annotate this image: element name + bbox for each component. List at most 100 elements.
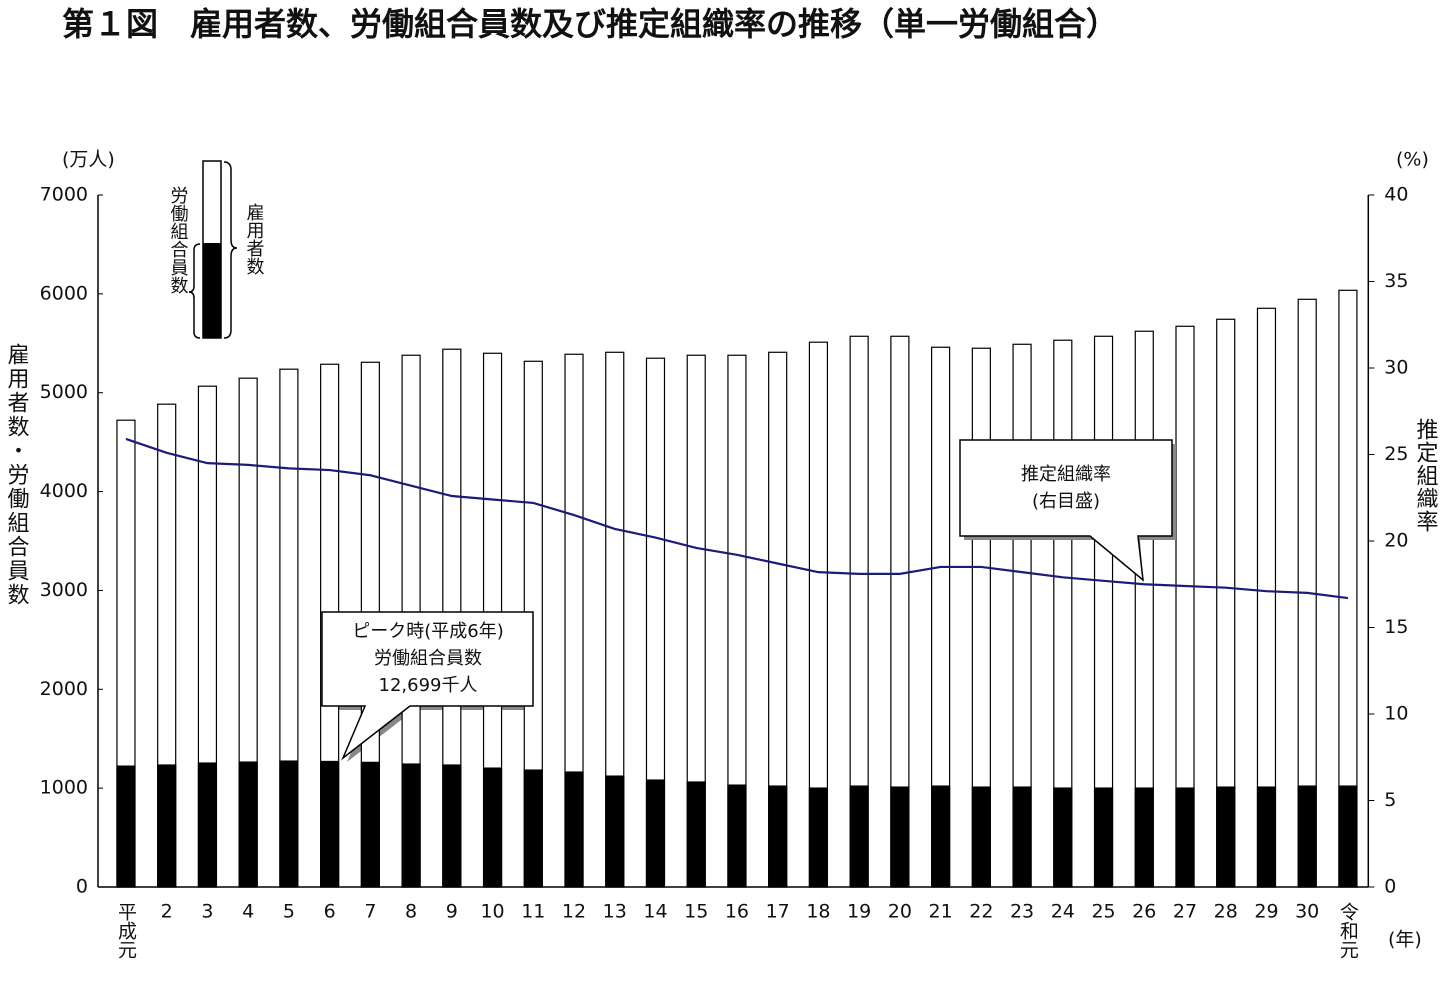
y-tick-label: 4000 — [40, 480, 88, 502]
x-unit: (年) — [1388, 929, 1422, 951]
bar — [360, 761, 380, 888]
x-tick-label: 27 — [1173, 901, 1197, 923]
bar — [1256, 786, 1277, 888]
y-axis-label: 雇用者数・労働組合員数 — [4, 343, 30, 607]
x-tick-label: 7 — [364, 901, 376, 923]
bar — [1297, 785, 1317, 888]
bar — [605, 775, 625, 888]
y2-tick-label: 20 — [1384, 530, 1408, 552]
y-unit: (万人) — [62, 149, 115, 171]
x-tick-label: 3 — [201, 901, 213, 923]
callout — [321, 611, 534, 761]
y-tick-label: 0 — [76, 876, 88, 898]
legend-label: 雇用者数 — [244, 203, 265, 275]
bar — [197, 762, 218, 888]
y2-tick-label: 40 — [1384, 184, 1408, 206]
x-tick-label: 令和元 — [1337, 902, 1359, 959]
bar — [1175, 787, 1195, 888]
bar — [727, 784, 747, 888]
y2-tick-label: 10 — [1384, 703, 1408, 725]
x-tick-label: 17 — [766, 901, 790, 923]
bar — [564, 771, 584, 888]
x-tick-label: 12 — [562, 901, 586, 923]
bar — [320, 760, 340, 888]
x-tick-label: 11 — [521, 901, 545, 923]
x-tick-label: 21 — [929, 901, 953, 923]
y-tick-label: 6000 — [40, 282, 88, 304]
legend-label: 労働組合員数 — [168, 186, 189, 294]
callout-text: 労働組合員数 — [374, 648, 482, 669]
chart-title: 第１図 雇用者数、労働組合員数及び推定組織率の推移（単一労働組合） — [62, 5, 1118, 43]
x-tick-label: 5 — [283, 901, 295, 923]
callout-text: (右目盛) — [1032, 491, 1100, 512]
x-tick-label: 6 — [324, 901, 336, 923]
bar — [523, 769, 543, 888]
legend-brace — [188, 243, 201, 339]
callout-text: ピーク時(平成6年) — [352, 621, 504, 642]
bar — [1134, 787, 1154, 888]
bar — [157, 764, 177, 888]
x-tick-label: 20 — [888, 901, 912, 923]
legend: 労働組合員数 雇用者数 — [168, 160, 265, 339]
bar — [768, 785, 788, 888]
x-tick-label: 25 — [1091, 901, 1115, 923]
legend-brace — [223, 161, 238, 339]
x-tick-label: 平成元 — [115, 902, 137, 959]
x-tick-label: 26 — [1132, 901, 1156, 923]
y2-axis-label: 推定組織率 — [1413, 418, 1439, 533]
x-tick-label: 8 — [405, 901, 417, 923]
bar — [645, 779, 666, 888]
bar — [1216, 786, 1236, 888]
x-tick-label: 28 — [1214, 901, 1238, 923]
y2-tick-label: 5 — [1384, 789, 1396, 811]
bar — [808, 787, 829, 888]
bar — [116, 765, 136, 888]
x-tick-label: 4 — [242, 901, 254, 923]
x-tick-label: 30 — [1295, 901, 1319, 923]
bar — [442, 764, 462, 888]
x-tick-label: 29 — [1254, 901, 1278, 923]
x-tick-label: 9 — [446, 901, 458, 923]
bar — [482, 767, 503, 888]
x-tick-label: 19 — [847, 901, 871, 923]
y2-tick-label: 15 — [1384, 616, 1408, 638]
bar — [890, 786, 910, 888]
y2-tick-label: 35 — [1384, 270, 1408, 292]
bar — [279, 760, 299, 888]
bar — [686, 781, 706, 888]
x-tick-label: 24 — [1051, 901, 1075, 923]
bar — [1093, 787, 1114, 888]
bar — [401, 763, 421, 888]
y2-tick-label: 25 — [1384, 443, 1408, 465]
x-tick-label: 23 — [1010, 901, 1034, 923]
x-tick-label: 15 — [684, 901, 708, 923]
bar — [1053, 787, 1073, 888]
x-tick-label: 16 — [725, 901, 749, 923]
x-tick-label: 18 — [806, 901, 830, 923]
y-tick-label: 2000 — [40, 678, 88, 700]
y-tick-label: 7000 — [40, 184, 88, 206]
x-tick-label: 10 — [480, 901, 504, 923]
y-tick-label: 1000 — [40, 777, 88, 799]
callout-text: 推定組織率 — [1021, 464, 1111, 485]
y-tick-label: 3000 — [40, 579, 88, 601]
callout — [959, 439, 1173, 582]
bar — [238, 761, 258, 888]
legend-bar-fill — [203, 243, 221, 338]
bar — [1012, 786, 1032, 888]
callout-text: 12,699千人 — [379, 675, 478, 696]
y2-unit: (%) — [1396, 149, 1429, 171]
bar — [971, 786, 991, 888]
y-tick-label: 5000 — [40, 381, 88, 403]
y2-tick-label: 30 — [1384, 357, 1408, 379]
bar — [849, 785, 869, 888]
x-tick-label: 22 — [969, 901, 993, 923]
x-tick-label: 14 — [643, 901, 667, 923]
y2-tick-label: 0 — [1384, 876, 1396, 898]
bar — [931, 785, 951, 888]
bar — [1338, 785, 1358, 888]
line — [125, 437, 1349, 600]
x-tick-label: 13 — [603, 901, 627, 923]
x-tick-label: 2 — [161, 901, 173, 923]
